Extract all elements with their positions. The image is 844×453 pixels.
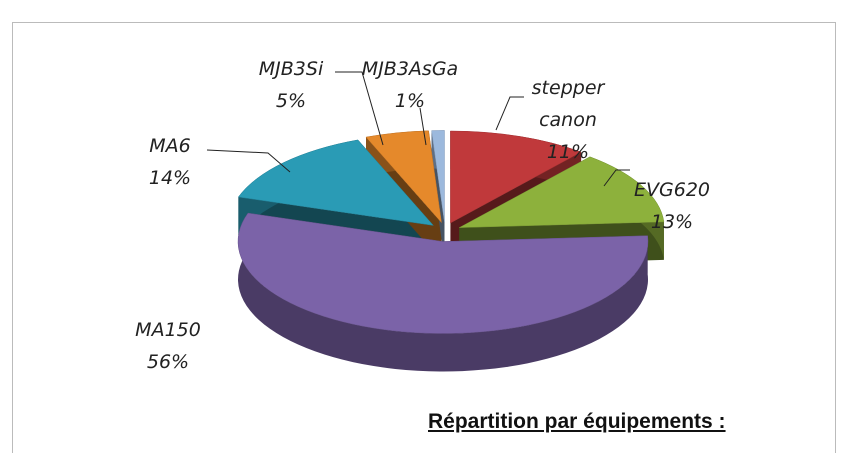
slice-label: MA150 56%: [123, 314, 213, 378]
leader-line: [335, 71, 384, 146]
slice: [431, 130, 445, 223]
category-label: MJB3Si: [258, 58, 324, 80]
category-label: EVG620: [634, 179, 710, 201]
value-label: 56%: [146, 351, 190, 373]
slice-label: MA6 14%: [125, 130, 215, 194]
value-label: 5%: [275, 90, 307, 112]
slice-label: stepper canon 11%: [528, 72, 608, 168]
leader-line: [206, 149, 291, 173]
slice: [365, 130, 442, 224]
chart-title: Répartition par équipements :: [428, 410, 726, 433]
slice: [237, 212, 649, 334]
leader-line: [495, 96, 524, 131]
value-label: 11%: [546, 141, 590, 163]
slice: [450, 130, 582, 224]
category-label: MA6: [149, 135, 191, 157]
value-label: 1%: [394, 90, 426, 112]
value-label: 13%: [650, 211, 694, 233]
chart-frame: [12, 22, 836, 453]
leader-line: [603, 169, 630, 187]
slice-label: MJB3Si 5%: [246, 53, 336, 117]
slice-outer-wall: [238, 213, 649, 372]
leader-line: [419, 107, 427, 146]
slice-label: EVG620 13%: [627, 174, 717, 238]
slice: [237, 139, 434, 226]
slice-label: MJB3AsGa 1%: [355, 53, 465, 117]
value-label: 14%: [148, 167, 192, 189]
category-label: stepper canon: [531, 77, 605, 131]
category-label: MJB3AsGa: [361, 58, 459, 80]
category-label: MA150: [135, 319, 201, 341]
